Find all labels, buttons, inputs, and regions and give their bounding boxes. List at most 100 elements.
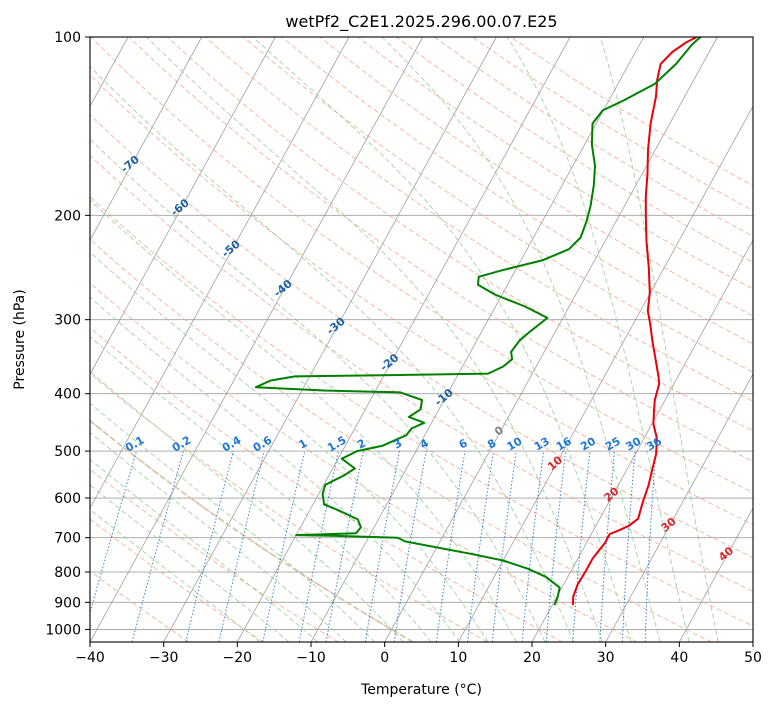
x-tick-label: −20 <box>223 650 253 666</box>
y-tick-label: 300 <box>54 313 81 329</box>
isotherm <box>90 37 276 375</box>
isotherm <box>163 37 497 642</box>
mixing-ratio-line <box>521 451 545 642</box>
mixing-ratio-line <box>621 451 636 642</box>
dry-adiabat <box>205 37 753 402</box>
isotherm <box>457 105 753 642</box>
moist-adiabat <box>90 508 261 642</box>
x-tick-label: 20 <box>523 650 541 666</box>
x-axis-label: Temperature (°C) <box>360 682 482 698</box>
plot-frame <box>89 36 754 643</box>
x-tick-label: −10 <box>296 650 326 666</box>
dry-adiabat <box>90 238 712 642</box>
y-tick-label: 1000 <box>45 622 81 638</box>
isotherm <box>90 37 350 509</box>
isotherm-value-label: -10 <box>432 386 456 409</box>
mixing-ratio-label: 4 <box>418 436 431 451</box>
isotherm-value-label: -90 <box>22 59 46 82</box>
y-tick-label: 500 <box>54 444 81 460</box>
dry-adiabat <box>128 37 753 463</box>
y-tick-label: 800 <box>54 565 81 581</box>
line-labels: 0.1 0.2 0.4 0.6 1 1.5 2 3 4 6 8 10 13 16 20 25 30 36-90-8… <box>22 59 736 564</box>
isotherm <box>384 37 718 642</box>
isotherm-value-label: 30 <box>659 515 679 535</box>
moist-adiabat <box>381 37 661 642</box>
moist-adiabat <box>90 199 517 642</box>
y-axis-label: Pressure (hPa) <box>12 289 28 389</box>
moist-adiabat <box>506 37 690 642</box>
dry-adiabat <box>90 468 339 642</box>
dry-adiabat <box>90 114 753 559</box>
dry-adiabat <box>90 372 488 642</box>
y-tick-label: 200 <box>54 208 81 224</box>
y-tick-label: 400 <box>54 387 81 403</box>
dry-adiabat <box>90 74 753 526</box>
mixing-ratio-line <box>644 451 657 642</box>
dry-adiabat <box>90 518 264 642</box>
moist-adiabat <box>90 296 461 642</box>
mixing-ratio-line <box>298 450 339 642</box>
mixing-ratio-label: 6 <box>457 436 470 451</box>
y-tick-label: 600 <box>54 491 81 507</box>
y-tick-label: 100 <box>54 30 81 46</box>
x-tick-label: 40 <box>670 650 688 666</box>
moist-adiabat <box>90 484 290 642</box>
dry-adiabat <box>243 37 753 373</box>
x-tick-label: −40 <box>75 650 105 666</box>
dry-adiabat <box>357 37 753 290</box>
chart-title: wetPf2_C2E1.2025.296.00.07.E25 <box>285 12 557 32</box>
moist-adiabat <box>90 335 432 642</box>
isotherm-value-label: 10 <box>545 453 565 473</box>
mixing-ratio-line <box>599 451 616 642</box>
background-lines <box>90 37 753 642</box>
x-tick-label: 10 <box>449 650 467 666</box>
isotherm-value-label: -50 <box>219 237 243 260</box>
isotherm <box>310 37 645 642</box>
mixing-ratio-line <box>467 451 494 642</box>
isotherm-value-label: -20 <box>378 351 402 374</box>
dry-adiabat <box>90 570 190 642</box>
isotherm <box>90 37 203 242</box>
mixing-ratio-label: 3 <box>391 437 404 452</box>
dry-adiabat <box>166 37 753 432</box>
dry-adiabat <box>90 196 753 627</box>
y-tick-label: 700 <box>54 531 81 547</box>
temperature-line <box>571 37 698 606</box>
isotherm-value-label: 40 <box>716 544 736 564</box>
mixing-ratio-line <box>185 450 234 642</box>
mixing-ratio-line <box>545 451 567 642</box>
moist-adiabat <box>90 402 376 642</box>
moist-adiabat <box>90 251 489 642</box>
moist-adiabat <box>90 138 546 642</box>
x-tick-label: 30 <box>597 650 615 666</box>
isotherm-value-label: -30 <box>324 315 348 338</box>
y-tick-label: 900 <box>54 595 81 611</box>
sounding-series <box>254 37 702 606</box>
isotherm-value-label: 20 <box>601 484 621 504</box>
isotherm-value-label: -70 <box>118 153 142 176</box>
isotherm <box>531 239 753 642</box>
isotherm-value-label: 0 <box>492 423 506 438</box>
mixing-ratio-line <box>572 451 591 642</box>
moist-adiabat <box>90 458 319 642</box>
isotherm <box>236 37 571 642</box>
dry-adiabat <box>90 154 753 592</box>
moist-adiabat <box>599 37 719 642</box>
dry-adiabat <box>90 420 414 642</box>
x-tick-label: −30 <box>149 650 179 666</box>
freezing-adiabat <box>90 419 414 642</box>
mixing-ratio-line <box>262 450 306 642</box>
mixing-ratio-line <box>218 450 265 642</box>
dry-adiabat <box>510 37 753 187</box>
mixing-ratio-line <box>325 451 364 642</box>
isotherm <box>90 37 424 642</box>
mixing-ratio-line <box>90 450 137 615</box>
dry-adiabat <box>281 37 753 345</box>
mixing-ratio-label: 1 <box>296 437 309 452</box>
isotherm-value-label: -40 <box>271 277 295 300</box>
mixing-ratio-line <box>131 450 184 642</box>
moist-adiabat <box>90 431 347 642</box>
moist-adiabat <box>90 371 404 642</box>
moist-adiabat <box>146 37 603 642</box>
